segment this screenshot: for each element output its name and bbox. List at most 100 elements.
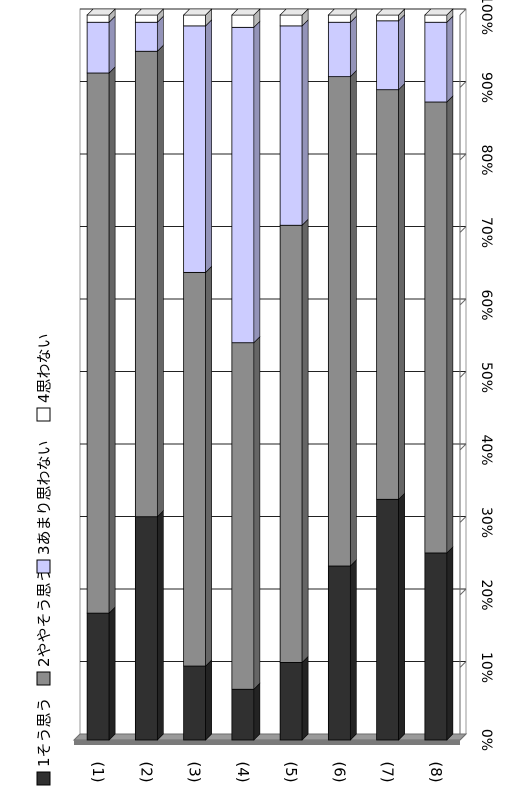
bar-segment — [424, 21, 448, 103]
bar-segment — [327, 14, 351, 23]
gridline-depth — [459, 298, 467, 306]
bar-segment — [376, 20, 400, 91]
bar-segment-side — [350, 559, 357, 741]
bar-segment — [134, 14, 158, 23]
bars — [86, 8, 454, 741]
legend-swatch — [36, 407, 51, 422]
category-labels: (1) (2) (3) (4) (5) (6) (7) (8) — [89, 761, 445, 782]
bar-cap — [375, 8, 406, 16]
legend-label: 4思わない — [35, 333, 53, 403]
legend-swatch — [36, 771, 51, 786]
bar-cap — [231, 8, 261, 16]
tick-label: 30% — [478, 507, 494, 538]
bar-segment — [231, 14, 255, 28]
legend-row: 1そう思う 2ややそう思う 3あまり思わない 4思わない — [35, 333, 53, 786]
bar-segment-side — [301, 19, 309, 226]
bar-segment — [376, 498, 400, 741]
bar-segment — [424, 552, 448, 741]
category-label: (2) — [137, 761, 155, 782]
tick-labels: 0% 10% 20% 30% 40% 50% 60% 70% 80% 90% 100% — [478, 0, 494, 751]
gridline-depth — [459, 153, 467, 161]
bar-segment — [424, 14, 448, 23]
category-label: (1) — [89, 761, 107, 782]
bar-segment — [279, 25, 303, 226]
bar-segment-side — [253, 682, 261, 741]
legend-swatch — [36, 559, 51, 574]
bar-segment — [231, 342, 255, 690]
bar-segment-side — [398, 492, 405, 741]
bar-segment — [183, 665, 207, 741]
bar-segment — [424, 101, 448, 554]
bar-cap — [424, 8, 454, 16]
bar-segment — [183, 25, 207, 273]
bar-segment-side — [157, 44, 164, 518]
bar-segment-side — [108, 15, 116, 74]
category-label: (5) — [282, 761, 300, 782]
gridline-depth — [459, 516, 467, 523]
floor-front — [74, 740, 460, 745]
bar-cap — [86, 8, 116, 16]
bar-cap — [182, 8, 213, 16]
bar-segment-side — [157, 509, 164, 741]
legend-label: 3あまり思わない — [35, 440, 53, 555]
bar-segment — [134, 516, 158, 741]
bar-segment — [279, 662, 303, 741]
gridline-depth — [459, 588, 467, 596]
floor-top — [72, 733, 468, 741]
bar-segment-side — [446, 15, 454, 103]
gridline-depth — [459, 371, 467, 378]
bar-segment — [327, 21, 351, 78]
gridline-depth — [459, 226, 467, 233]
bar-segment — [183, 271, 207, 667]
bar-segment-side — [301, 218, 309, 664]
bar-cap — [327, 8, 358, 16]
legend: 1そう思う 2ややそう思う 3あまり思わない 4思わない — [35, 333, 53, 786]
bar-segment-side — [398, 14, 405, 91]
category-label: (8) — [427, 761, 445, 782]
tick-label: 10% — [478, 652, 494, 683]
legend-swatch — [36, 671, 51, 686]
tick-label: 60% — [478, 289, 494, 320]
bar-segment — [134, 21, 158, 52]
bar-segment-side — [108, 66, 116, 614]
bar-cap — [134, 8, 165, 16]
bar-segment-side — [446, 95, 454, 554]
bar-segment-side — [205, 265, 212, 667]
legend-label: 2ややそう思う — [35, 567, 53, 667]
bar-segment-side — [350, 15, 357, 78]
bar-segment — [86, 14, 110, 23]
bar-segment — [86, 72, 110, 614]
category-label: (4) — [234, 761, 252, 782]
category-label: (3) — [186, 761, 204, 782]
bar-segment — [183, 14, 207, 27]
bar-segment — [327, 76, 351, 567]
bar-segment — [327, 565, 351, 741]
tick-label: 100% — [478, 0, 494, 35]
bar-segment — [134, 50, 158, 518]
bar-segment — [279, 14, 303, 27]
category-label: (6) — [330, 761, 348, 782]
bar-segment-side — [205, 659, 212, 741]
bar-segment-side — [108, 606, 116, 741]
bar-segment-side — [253, 20, 261, 344]
tick-label: 70% — [478, 217, 494, 248]
bar-segment — [231, 688, 255, 741]
bar-segment-side — [398, 82, 405, 501]
bar-segment — [279, 224, 303, 663]
chart-floor — [72, 733, 468, 745]
tick-label: 0% — [478, 729, 494, 751]
gridline-depth — [459, 8, 467, 16]
tick-label: 50% — [478, 362, 494, 393]
bar-segment — [376, 89, 400, 500]
bar-segment-side — [301, 655, 309, 741]
tick-label: 40% — [478, 434, 494, 465]
tick-label: 90% — [478, 72, 494, 103]
category-label: (7) — [379, 761, 397, 782]
bar-segment-side — [446, 546, 454, 741]
legend-label: 1そう思う — [35, 697, 53, 767]
bar-segment — [376, 14, 400, 22]
bar-segment — [231, 26, 255, 344]
tick-label: 20% — [478, 579, 494, 610]
